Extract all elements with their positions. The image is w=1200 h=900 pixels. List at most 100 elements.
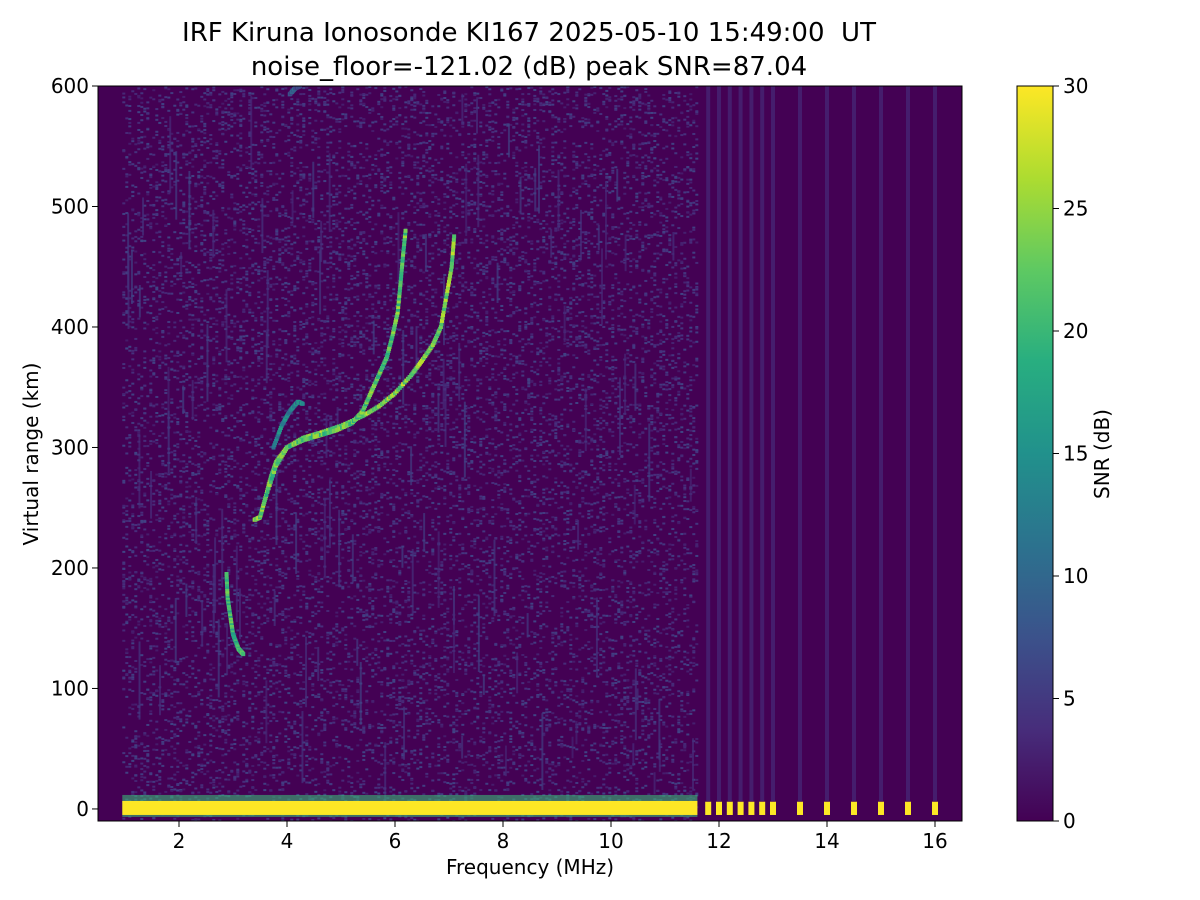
noise-speck xyxy=(191,145,195,148)
noise-speck xyxy=(188,131,192,134)
noise-speck xyxy=(167,500,171,503)
noise-speck xyxy=(149,618,153,621)
noise-speck xyxy=(293,285,297,288)
noise-speck xyxy=(332,696,336,699)
noise-speck xyxy=(215,699,219,702)
noise-speck xyxy=(329,773,333,776)
noise-speck xyxy=(242,220,246,223)
noise-speck xyxy=(320,771,324,774)
noise-speck xyxy=(230,397,234,400)
noise-speck xyxy=(185,105,189,108)
noise-speck xyxy=(293,502,297,505)
noise-speck xyxy=(227,239,231,242)
noise-speck xyxy=(329,175,333,178)
noise-speck xyxy=(323,214,327,217)
noise-speck xyxy=(128,548,132,551)
noise-speck xyxy=(290,606,294,609)
noise-speck xyxy=(281,483,285,486)
noise-speck xyxy=(251,594,255,597)
noise-speck xyxy=(272,182,276,185)
noise-speck xyxy=(224,536,228,539)
noise-speck xyxy=(293,289,297,292)
noise-speck xyxy=(248,94,252,97)
noise-speck xyxy=(176,406,180,409)
noise-speck xyxy=(323,339,327,342)
noise-speck xyxy=(287,766,291,769)
noise-speck xyxy=(290,643,294,646)
noise-speck xyxy=(263,192,267,195)
noise-speck xyxy=(209,706,213,709)
noise-speck xyxy=(302,688,306,691)
noise-speck xyxy=(296,100,300,103)
noise-speck xyxy=(287,290,291,293)
noise-speck xyxy=(188,430,192,433)
noise-speck xyxy=(140,590,144,593)
noise-speck xyxy=(122,234,126,237)
noise-speck xyxy=(242,339,246,342)
noise-speck xyxy=(191,231,195,234)
noise-speck xyxy=(308,748,312,751)
noise-speck xyxy=(200,347,204,350)
noise-speck xyxy=(260,452,264,455)
noise-speck xyxy=(296,818,300,821)
noise-speck xyxy=(185,680,189,683)
noise-speck xyxy=(173,669,177,672)
noise-speck xyxy=(209,580,213,583)
noise-speck xyxy=(203,574,207,577)
noise-speck xyxy=(284,669,288,672)
noise-speck xyxy=(173,735,177,738)
noise-speck xyxy=(128,390,132,393)
noise-speck xyxy=(257,758,261,761)
noise-speck xyxy=(140,534,144,537)
noise-speck xyxy=(233,508,237,511)
noise-speck xyxy=(245,382,249,385)
noise-speck xyxy=(224,625,228,628)
noise-speck xyxy=(152,692,156,695)
noise-speck xyxy=(131,195,135,198)
noise-speck xyxy=(152,165,156,168)
noise-speck xyxy=(173,465,177,468)
noise-speck xyxy=(173,716,177,719)
noise-speck xyxy=(227,700,231,703)
noise-speck xyxy=(155,315,159,318)
noise-speck xyxy=(296,386,300,389)
noise-speck xyxy=(269,130,273,133)
noise-speck xyxy=(200,491,204,494)
noise-speck xyxy=(278,247,282,250)
noise-speck xyxy=(143,252,147,255)
noise-speck xyxy=(311,661,315,664)
noise-speck xyxy=(239,104,243,107)
noise-speck xyxy=(134,667,138,670)
noise-speck xyxy=(191,582,195,585)
noise-speck xyxy=(158,499,162,502)
noise-speck xyxy=(227,97,231,100)
noise-speck xyxy=(194,473,198,476)
noise-speck xyxy=(167,169,171,172)
noise-speck xyxy=(200,382,204,385)
noise-speck xyxy=(266,549,270,552)
noise-speck xyxy=(185,337,189,340)
noise-speck xyxy=(308,214,312,217)
noise-speck xyxy=(296,349,300,352)
noise-speck xyxy=(248,113,252,116)
noise-speck xyxy=(215,308,219,311)
noise-speck xyxy=(281,205,285,208)
noise-speck xyxy=(152,185,156,188)
noise-speck xyxy=(194,695,198,698)
noise-speck xyxy=(200,204,204,207)
noise-speck xyxy=(203,136,207,139)
noise-speck xyxy=(161,740,165,743)
noise-speck xyxy=(329,116,333,119)
noise-speck xyxy=(167,129,171,132)
noise-speck xyxy=(272,343,276,346)
noise-speck xyxy=(221,705,225,708)
noise-speck xyxy=(155,326,159,329)
noise-speck xyxy=(320,547,324,550)
noise-speck xyxy=(284,214,288,217)
noise-speck xyxy=(245,273,249,276)
noise-speck xyxy=(173,444,177,447)
noise-speck xyxy=(206,202,210,205)
noise-speck xyxy=(176,257,180,260)
noise-speck xyxy=(140,229,144,232)
noise-speck xyxy=(164,180,168,183)
